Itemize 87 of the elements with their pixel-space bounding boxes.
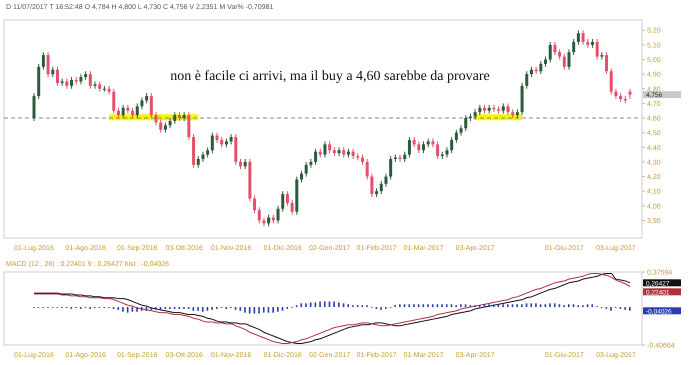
- candlestick: [88, 70, 92, 90]
- candlestick: [478, 104, 482, 116]
- candlestick: [79, 74, 82, 85]
- annotation: non è facile ci arrivi, ma il buy a 4,60 sarebbe da provare: [170, 69, 490, 84]
- candlestick: [238, 158, 242, 170]
- candlestick: [548, 41, 552, 63]
- candlestick: [361, 154, 364, 166]
- candlestick: [605, 52, 608, 75]
- candlestick: [150, 92, 153, 119]
- candlestick: [196, 156, 200, 168]
- candlestick: [342, 146, 346, 158]
- candlestick: [187, 112, 190, 140]
- candlestick: [558, 48, 562, 60]
- candlestick: [460, 124, 463, 136]
- candlestick: [422, 140, 426, 154]
- candlestick: [370, 173, 374, 198]
- candlestick: [562, 53, 566, 70]
- candlestick: [46, 52, 50, 78]
- candlestick: [389, 156, 392, 180]
- candlestick: [230, 134, 233, 145]
- candlestick: [300, 170, 303, 183]
- candlestick: [154, 112, 158, 126]
- candlestick: [314, 148, 318, 166]
- candlestick: [450, 136, 454, 154]
- candlestick: [328, 140, 332, 154]
- candlestick: [539, 60, 542, 75]
- line-series: [34, 272, 630, 344]
- candlestick: [408, 136, 411, 158]
- candlestick: [582, 30, 585, 46]
- candlestick: [530, 66, 533, 78]
- candlestick: [159, 118, 162, 134]
- candlestick: [352, 148, 355, 160]
- candlestick: [572, 38, 576, 56]
- candlestick: [474, 108, 477, 120]
- candlestick: [173, 112, 176, 124]
- candlestick: [216, 132, 219, 144]
- candlestick: [384, 173, 388, 188]
- candlestick: [116, 107, 120, 119]
- candlestick: [276, 205, 280, 224]
- candlestick: [122, 104, 125, 119]
- candlestick: [56, 66, 59, 86]
- candlestick: [210, 132, 214, 154]
- candlestick: [567, 48, 570, 70]
- candlestick: [445, 146, 448, 158]
- candlestick: [628, 88, 632, 100]
- candlestick: [70, 76, 74, 90]
- candlestick: [436, 140, 440, 160]
- candlestick: [244, 158, 247, 170]
- candlestick: [220, 136, 224, 148]
- candlestick: [366, 158, 369, 180]
- candlestick: [417, 140, 420, 154]
- candlestick: [201, 151, 204, 162]
- candlestick: [304, 161, 308, 178]
- candlestick: [112, 88, 116, 114]
- candlestick: [464, 114, 468, 132]
- candlestick: [576, 30, 580, 46]
- candlestick: [286, 190, 289, 206]
- candlestick: [380, 180, 383, 195]
- candlestick: [281, 190, 284, 212]
- candlestick: [164, 122, 167, 134]
- candlestick: [323, 140, 326, 158]
- candlestick: [253, 195, 256, 214]
- candlestick: [614, 88, 618, 100]
- candlestick: [131, 107, 134, 119]
- candlestick: [610, 68, 613, 96]
- candlestick: [258, 206, 261, 224]
- candlestick: [51, 66, 54, 78]
- candlestick: [65, 78, 68, 90]
- candlestick: [32, 92, 36, 122]
- candlestick: [136, 102, 139, 119]
- candlestick: [506, 102, 510, 116]
- candlestick: [98, 80, 102, 92]
- candlestick: [596, 38, 599, 60]
- candlestick: [553, 41, 556, 56]
- candlestick: [206, 146, 210, 158]
- candlestick: [525, 70, 528, 90]
- candlestick: [412, 136, 416, 148]
- candlestick: [145, 92, 148, 104]
- candlestick: [403, 151, 406, 162]
- candlestick: [267, 214, 270, 227]
- candlestick: [544, 56, 548, 68]
- candlestick: [290, 199, 294, 216]
- candlestick: [42, 52, 45, 70]
- candlestick: [140, 97, 144, 110]
- candlestick: [168, 118, 172, 129]
- candlestick: [454, 129, 458, 144]
- candlestick: [502, 102, 505, 114]
